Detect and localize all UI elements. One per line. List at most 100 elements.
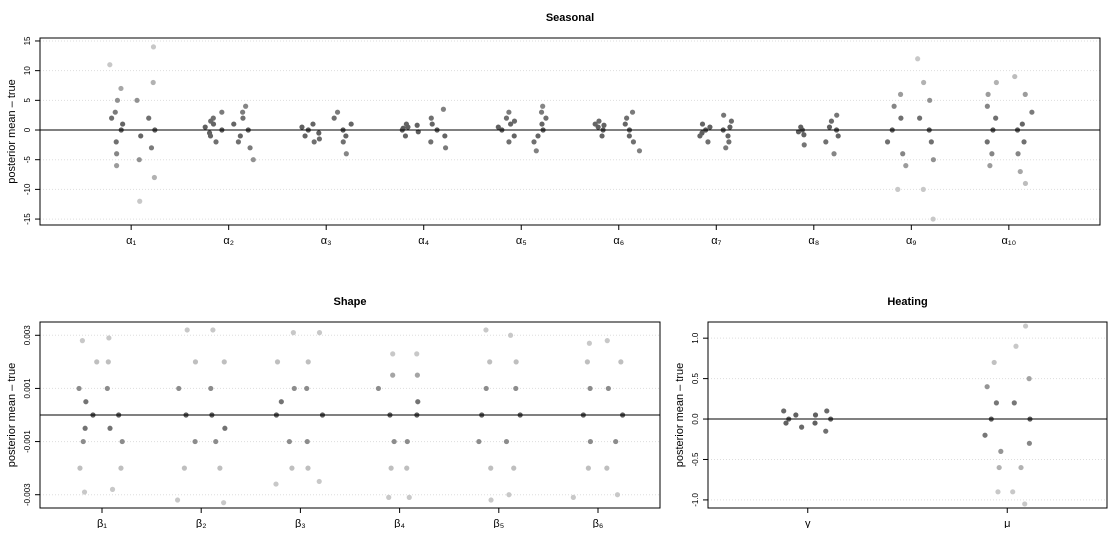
data-point — [1011, 400, 1017, 406]
data-point — [826, 124, 833, 130]
data-point — [278, 399, 284, 405]
data-point — [77, 465, 83, 471]
data-point — [118, 465, 124, 471]
data-point — [114, 151, 120, 157]
data-point — [405, 124, 411, 130]
data-point — [1018, 464, 1024, 471]
data-point — [181, 465, 187, 471]
data-point — [442, 133, 448, 139]
data-point — [316, 130, 322, 136]
data-point — [304, 385, 310, 392]
data-point — [928, 139, 934, 145]
data-point — [917, 115, 923, 121]
data-point — [1021, 139, 1027, 145]
data-point — [897, 91, 904, 97]
data-point — [781, 408, 787, 414]
data-point — [921, 79, 927, 86]
data-point — [884, 139, 891, 145]
data-point — [1015, 151, 1021, 157]
data-point — [629, 109, 636, 115]
data-point — [996, 464, 1002, 471]
data-point — [801, 142, 807, 148]
data-point — [219, 109, 225, 115]
data-point — [222, 425, 228, 431]
data-point — [697, 133, 703, 139]
data-point — [1026, 376, 1032, 382]
data-point — [488, 465, 494, 471]
plot-frame — [707, 321, 1108, 509]
data-point — [119, 438, 125, 445]
plot-frame — [39, 37, 1101, 226]
data-point — [134, 97, 140, 103]
data-point — [705, 139, 711, 145]
data-point — [311, 139, 317, 145]
data-point — [388, 465, 394, 471]
data-point — [289, 465, 295, 471]
data-point — [993, 400, 999, 406]
data-point — [539, 121, 545, 127]
data-point — [1010, 489, 1016, 495]
data-point — [340, 139, 346, 145]
data-point — [511, 465, 517, 471]
data-point — [386, 494, 392, 500]
plot-frame — [39, 321, 661, 509]
data-point — [584, 359, 590, 365]
data-point — [114, 97, 121, 103]
x-tick-label: μ — [1004, 518, 1010, 528]
data-point — [533, 148, 539, 154]
x-tick-label: α₁₀ — [1002, 235, 1017, 247]
data-point — [137, 198, 143, 204]
data-point — [511, 133, 517, 139]
data-point — [613, 438, 619, 445]
data-point — [429, 121, 435, 127]
data-point — [835, 133, 841, 139]
data-point — [207, 133, 214, 139]
data-point — [506, 109, 512, 115]
data-point — [240, 115, 246, 121]
data-point — [81, 489, 88, 495]
data-point — [310, 121, 316, 127]
data-point — [150, 79, 156, 86]
data-point — [930, 216, 936, 222]
y-tick-label: 0.5 — [691, 372, 700, 384]
y-tick-label: -15 — [23, 213, 32, 225]
data-point — [531, 139, 537, 145]
data-point — [483, 327, 489, 333]
data-point — [801, 132, 807, 138]
data-point — [109, 486, 116, 492]
data-point — [535, 133, 541, 139]
data-point — [316, 136, 322, 142]
data-point — [138, 133, 144, 139]
data-point — [104, 385, 110, 392]
data-point — [927, 97, 933, 103]
data-point — [618, 359, 624, 365]
data-point — [915, 56, 921, 62]
data-point — [483, 385, 489, 392]
data-point — [586, 340, 592, 346]
data-point — [247, 145, 253, 151]
data-point — [488, 497, 494, 503]
data-point — [250, 157, 256, 163]
x-tick-label: β₆ — [593, 518, 604, 528]
data-point — [113, 139, 119, 145]
data-point — [113, 163, 120, 169]
data-point — [799, 424, 805, 430]
chart-title: Seasonal — [546, 12, 594, 24]
data-point — [1022, 180, 1029, 187]
x-tick-label: α₂ — [223, 235, 234, 247]
data-point — [192, 438, 198, 445]
data-point — [570, 494, 576, 500]
y-tick-label: -10 — [23, 183, 32, 195]
data-point — [1026, 440, 1032, 446]
data-point — [725, 133, 731, 139]
data-point — [930, 157, 936, 163]
data-point — [513, 385, 519, 392]
data-point — [112, 109, 118, 115]
data-point — [213, 139, 219, 145]
data-point — [624, 115, 630, 121]
data-point — [513, 359, 519, 365]
data-point — [991, 359, 997, 366]
data-point — [109, 115, 115, 121]
data-point — [120, 121, 126, 127]
data-point — [83, 399, 89, 405]
